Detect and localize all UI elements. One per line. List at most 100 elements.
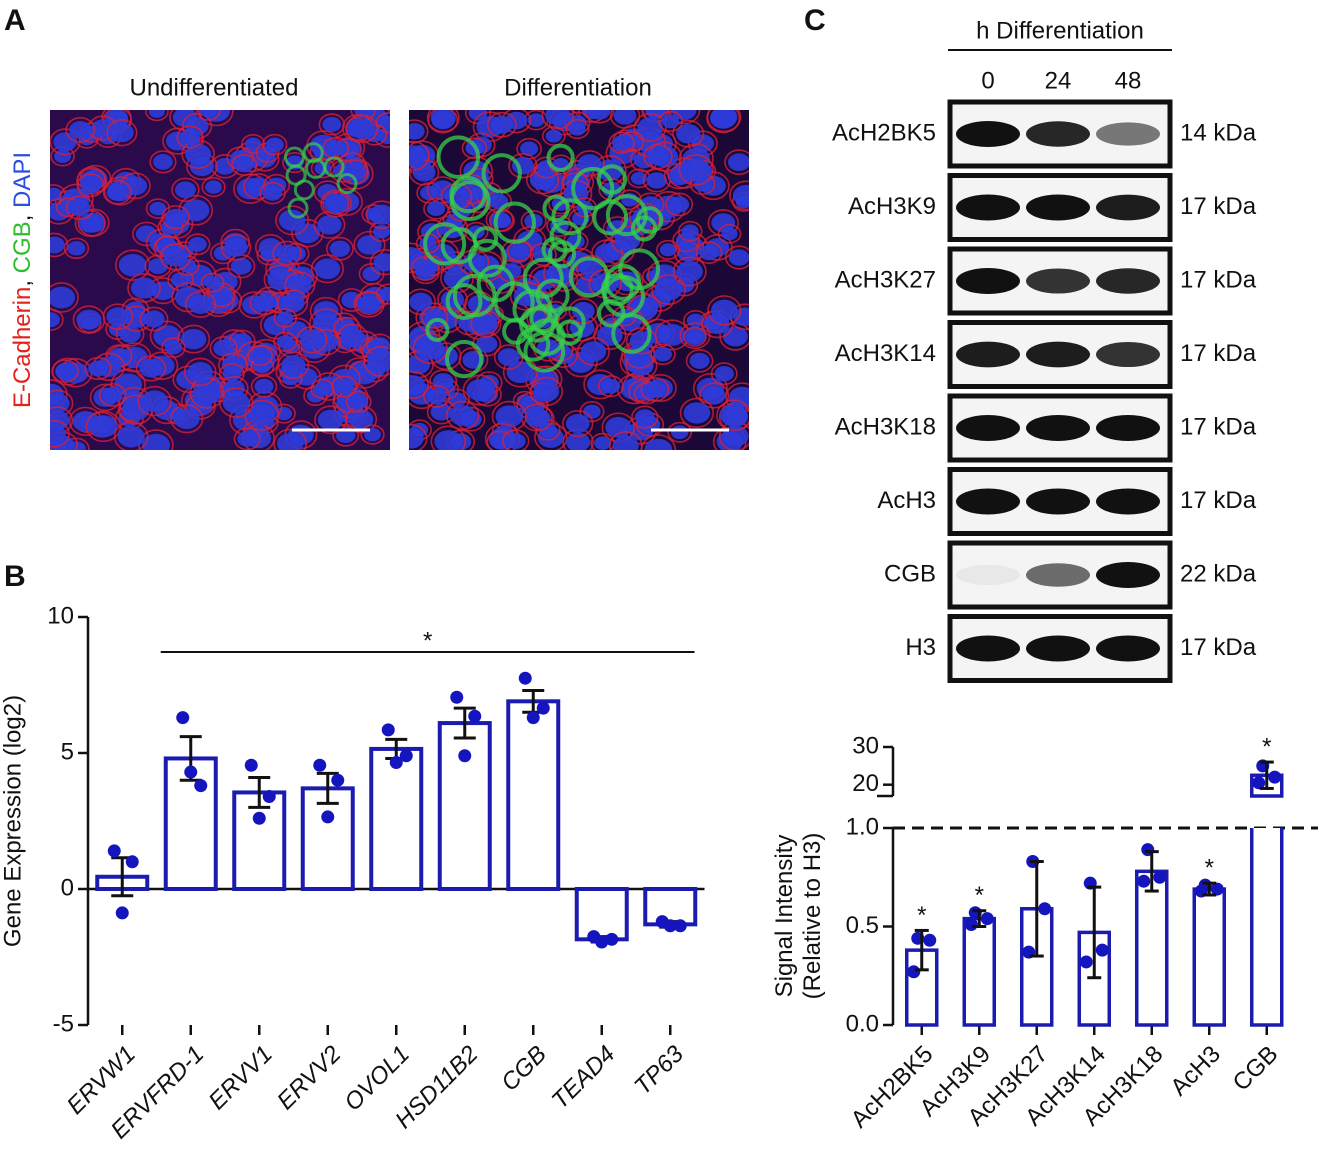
row-label: AcH3 xyxy=(877,487,936,514)
nucleus xyxy=(185,143,212,165)
cell xyxy=(565,119,590,140)
nucleus xyxy=(601,378,621,394)
nucleus xyxy=(501,263,522,279)
cell xyxy=(218,387,254,418)
lane-label: 24 xyxy=(1045,67,1072,94)
nucleus xyxy=(545,129,562,143)
band xyxy=(956,121,1020,147)
cell xyxy=(651,274,686,306)
nucleus xyxy=(53,132,77,152)
bar xyxy=(1192,887,1226,1027)
data-point xyxy=(980,912,994,926)
nucleus xyxy=(409,355,431,375)
error-bar xyxy=(972,909,987,928)
cell xyxy=(665,192,694,217)
panel-label: B xyxy=(4,560,26,593)
nucleus xyxy=(369,204,390,225)
cell xyxy=(423,384,451,409)
cgb-signal xyxy=(571,166,615,211)
nucleus xyxy=(69,199,91,217)
nucleus xyxy=(91,119,114,137)
y-axis-label: Gene Expression (log2) xyxy=(0,695,26,947)
nucleus xyxy=(414,259,436,278)
cell xyxy=(127,273,161,303)
data-point xyxy=(194,779,208,793)
nucleus xyxy=(732,184,749,206)
data-point xyxy=(331,773,345,787)
nucleus xyxy=(631,298,658,320)
stain-part: , xyxy=(9,208,36,221)
cell xyxy=(228,329,256,353)
cgb-signal xyxy=(568,256,610,298)
nucleus xyxy=(426,201,446,217)
cell xyxy=(65,195,95,220)
nucleus xyxy=(588,110,611,120)
cell xyxy=(345,114,379,144)
y-axis-label-line: (Relative to H3) xyxy=(799,833,826,1000)
nucleus xyxy=(153,154,173,170)
bar xyxy=(574,887,629,942)
band xyxy=(1096,488,1160,515)
data-point xyxy=(605,932,619,946)
cell xyxy=(201,176,226,198)
nucleus xyxy=(686,330,703,344)
cell xyxy=(50,232,69,258)
data-point xyxy=(536,701,550,715)
cell xyxy=(144,254,172,278)
cell xyxy=(65,117,96,143)
cell xyxy=(502,429,530,450)
nucleus xyxy=(118,253,147,277)
cell xyxy=(717,224,742,244)
nucleus xyxy=(466,379,494,402)
cell xyxy=(259,181,286,205)
band xyxy=(1096,635,1160,662)
nucleus xyxy=(174,181,196,199)
nucleus xyxy=(538,422,557,438)
cell xyxy=(291,218,324,248)
stain-part: CGB xyxy=(9,221,36,273)
size-label: 17 kDa xyxy=(1180,193,1257,220)
nucleus xyxy=(682,158,710,181)
nucleus xyxy=(277,433,304,450)
band xyxy=(1096,415,1160,441)
error-bar xyxy=(1087,885,1102,980)
nucleus xyxy=(409,145,426,167)
nucleus xyxy=(340,327,365,348)
data-point xyxy=(1095,943,1109,957)
data-point xyxy=(526,711,540,725)
cell xyxy=(430,425,466,450)
nucleus xyxy=(546,263,571,283)
cgb-signal xyxy=(605,194,648,237)
nucleus xyxy=(683,402,711,424)
band xyxy=(1026,488,1090,515)
row-label: AcH2BK5 xyxy=(832,119,936,146)
panel-label: C xyxy=(804,4,826,37)
cell xyxy=(50,420,70,448)
row-label: AcH3K27 xyxy=(835,266,936,293)
nucleus xyxy=(213,339,234,357)
row-label: CGB xyxy=(884,560,936,587)
nucleus xyxy=(314,382,331,396)
nucleus xyxy=(646,172,668,189)
nucleus xyxy=(102,386,123,403)
nucleus xyxy=(131,277,158,299)
y-tick-label: 10 xyxy=(47,602,74,629)
nucleus xyxy=(317,409,344,430)
nucleus xyxy=(69,121,92,139)
nucleus xyxy=(165,208,186,226)
cell xyxy=(672,119,705,148)
data-point xyxy=(107,844,121,858)
cell xyxy=(427,110,459,134)
data-point xyxy=(1268,770,1282,784)
band xyxy=(1026,268,1090,294)
cell xyxy=(412,332,448,365)
nucleus xyxy=(527,113,545,127)
nucleus xyxy=(495,405,524,428)
cell xyxy=(273,428,307,450)
stain-label: E-Cadherin, CGB, DAPI xyxy=(9,152,36,408)
nucleus xyxy=(702,386,726,405)
nucleus xyxy=(647,147,669,166)
cell xyxy=(667,421,693,443)
nucleus xyxy=(78,213,103,233)
nucleus xyxy=(409,375,426,395)
